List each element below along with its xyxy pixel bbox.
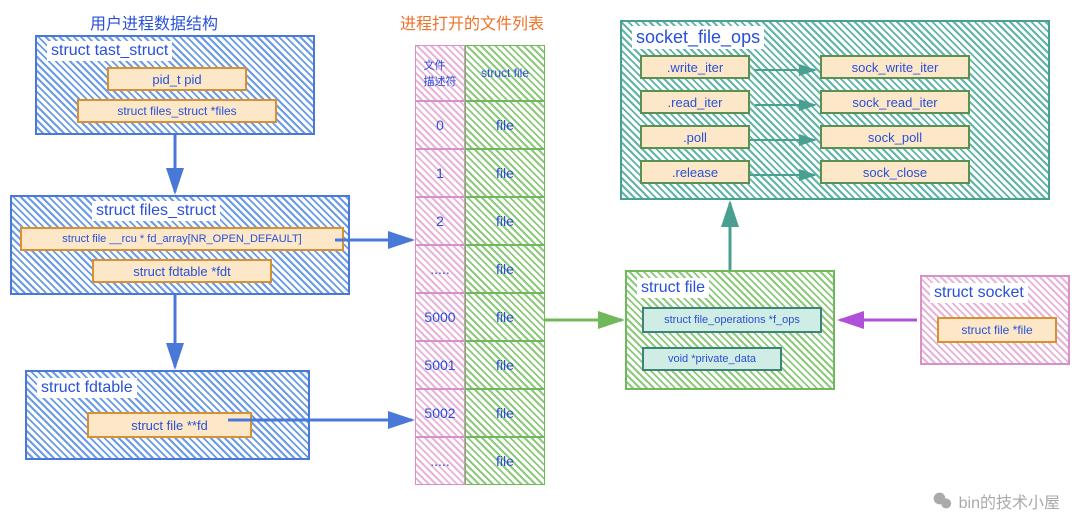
fd-descriptor-column: 文件 描述符 <box>415 45 465 101</box>
socket-file-ops-title: socket_file_ops <box>632 26 764 49</box>
fd-num: 2 <box>415 197 465 245</box>
field-fd-array: struct file __rcu * fd_array[NR_OPEN_DEF… <box>20 227 344 251</box>
fdtable-title: struct fdtable <box>37 378 137 398</box>
field-files: struct files_struct *files <box>77 99 277 123</box>
ops-left: .release <box>640 160 750 184</box>
fd-file: file <box>465 437 545 485</box>
ops-right: sock_close <box>820 160 970 184</box>
fd-file: file <box>465 389 545 437</box>
fd-file: file <box>465 341 545 389</box>
field-socket-file: struct file *file <box>937 317 1057 343</box>
fd-num: 5000 <box>415 293 465 341</box>
file-col-hdr: struct file <box>465 45 545 101</box>
fd-num: 1 <box>415 149 465 197</box>
fd-num: 5001 <box>415 341 465 389</box>
fd-num: ..... <box>415 245 465 293</box>
ops-right: sock_write_iter <box>820 55 970 79</box>
fd-file: file <box>465 197 545 245</box>
box-task-struct: struct tast_struct pid_t pid struct file… <box>35 35 315 135</box>
field-fd: struct file **fd <box>87 412 252 438</box>
wechat-icon <box>931 491 953 511</box>
header-user-process: 用户进程数据结构 <box>90 10 218 34</box>
task-struct-title: struct tast_struct <box>47 41 172 61</box>
fd-file: file <box>465 293 545 341</box>
field-private-data: void *private_data <box>642 347 782 371</box>
fd-num: 0 <box>415 101 465 149</box>
field-pid: pid_t pid <box>107 67 247 91</box>
fd-file: file <box>465 101 545 149</box>
files-struct-title: struct files_struct <box>92 201 220 221</box>
fd-file: file <box>465 245 545 293</box>
struct-file-title: struct file <box>637 278 709 298</box>
ops-left: .read_iter <box>640 90 750 114</box>
box-struct-file: struct file struct file_operations *f_op… <box>625 270 835 390</box>
box-struct-socket: struct socket struct file *file <box>920 275 1070 365</box>
fd-file: file <box>465 149 545 197</box>
box-fdtable: struct fdtable struct file **fd <box>25 370 310 460</box>
ops-right: sock_read_iter <box>820 90 970 114</box>
file-column: struct file <box>465 45 545 101</box>
struct-socket-title: struct socket <box>930 283 1028 303</box>
ops-left: .poll <box>640 125 750 149</box>
fd-num: 5002 <box>415 389 465 437</box>
ops-left: .write_iter <box>640 55 750 79</box>
fd-rows: 0file1file2file.....file5000file5001file… <box>415 101 545 485</box>
fd-col-hdr: 文件 描述符 <box>415 45 465 101</box>
fd-num: ..... <box>415 437 465 485</box>
ops-right: sock_poll <box>820 125 970 149</box>
header-open-files: 进程打开的文件列表 <box>400 10 544 34</box>
field-f-ops: struct file_operations *f_ops <box>642 307 822 333</box>
box-files-struct: struct files_struct struct file __rcu * … <box>10 195 350 295</box>
field-fdt: struct fdtable *fdt <box>92 259 272 283</box>
watermark: bin的技术小屋 <box>931 489 1060 513</box>
